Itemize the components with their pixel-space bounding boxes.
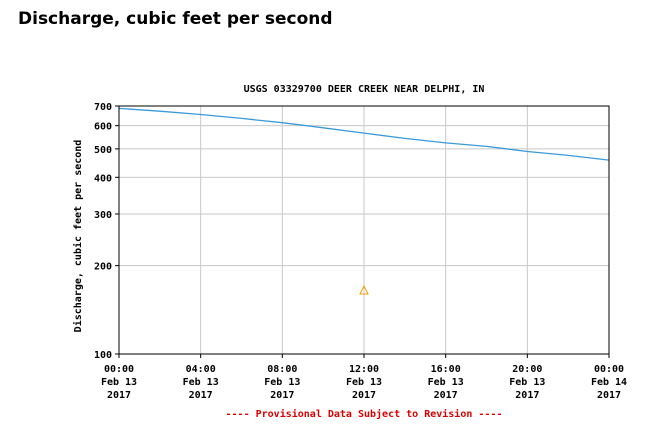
- y-tick-label: 300: [94, 210, 112, 221]
- x-tick-label: 00:00 Feb 13 2017: [101, 364, 137, 401]
- y-tick-label: 400: [94, 173, 112, 184]
- grid: [119, 106, 609, 354]
- y-tick-label: 600: [94, 122, 112, 133]
- page-heading: Discharge, cubic feet per second: [18, 9, 333, 29]
- y-tick-label: 200: [94, 262, 112, 273]
- provisional-data-footnote: ---- Provisional Data Subject to Revisio…: [226, 408, 503, 420]
- y-tick-label: 100: [94, 350, 112, 361]
- marker-layer: [359, 284, 369, 295]
- y-tick-label: 500: [94, 145, 112, 156]
- series-layer: [118, 107, 610, 161]
- discharge-series-line: [118, 107, 610, 161]
- chart-title: USGS 03329700 DEER CREEK NEAR DELPHI, IN: [244, 84, 485, 95]
- x-axis-ticks: 00:00 Feb 13 2017 04:00 Feb 13 2017 08:00 Feb 1…: [101, 354, 627, 401]
- x-tick-label: 12:00 Feb 13 2017: [346, 364, 382, 401]
- x-tick-label: 00:00 Feb 14 2017: [591, 364, 627, 401]
- y-tick-label: 700: [94, 102, 112, 113]
- y-axis-label: Discharge, cubic feet per second: [72, 140, 84, 333]
- x-tick-label: 20:00 Feb 13 2017: [509, 364, 545, 401]
- x-tick-label: 16:00 Feb 13 2017: [428, 364, 464, 401]
- y-axis-ticks: 100 200 300 400 500 600 700: [94, 102, 119, 361]
- triangle-marker-icon: [359, 284, 369, 295]
- x-tick-label: 04:00 Feb 13 2017: [183, 364, 219, 401]
- x-tick-label: 08:00 Feb 13 2017: [264, 364, 300, 401]
